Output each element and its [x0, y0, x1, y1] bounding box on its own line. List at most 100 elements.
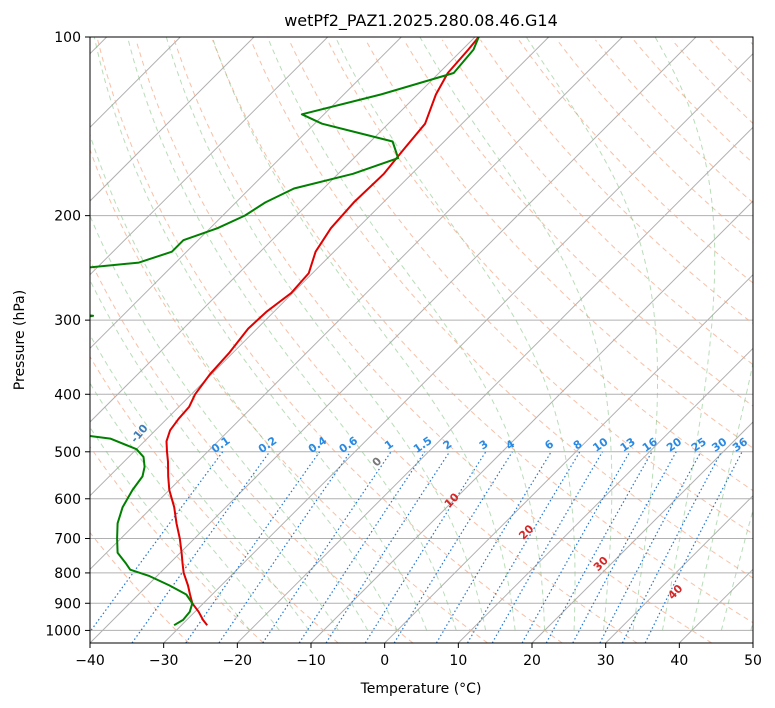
dry-adiabat-line — [90, 355, 339, 643]
moist-adiabat-line — [90, 214, 369, 631]
dry-adiabat-line — [595, 39, 753, 204]
moist-adiabat-lines — [90, 37, 753, 631]
y-tick-label: 300 — [54, 313, 81, 329]
y-axis-title: Pressure (hPa) — [12, 290, 28, 390]
y-tick-label: 1000 — [45, 623, 81, 639]
moist-adiabat-line — [165, 37, 487, 631]
pressure-grid — [90, 37, 753, 631]
y-tick-label: 100 — [54, 30, 81, 46]
x-tick-label: 40 — [670, 653, 688, 669]
mixing-ratio-label: 3 — [477, 437, 491, 452]
isotherm-line — [90, 37, 329, 276]
mixing-ratio-line — [325, 451, 451, 643]
x-tick-label: 0 — [380, 653, 389, 669]
mixing-ratio-line — [466, 451, 581, 643]
isotherm-line — [384, 273, 753, 643]
dry-adiabat-line — [90, 445, 264, 643]
dry-adiabat-line — [326, 39, 753, 492]
y-tick-label: 200 — [54, 209, 81, 225]
dry-adiabat-line — [212, 39, 753, 624]
moist-adiabat-line — [750, 620, 753, 631]
dry-adiabat-label: -10 — [128, 422, 151, 446]
moist-adiabat-line — [525, 37, 658, 631]
mixing-ratio-line — [298, 451, 426, 643]
dry-adiabat-line — [709, 39, 753, 85]
isotherm-line — [90, 37, 623, 571]
mixing-ratio-label: 0.1 — [209, 434, 232, 456]
moist-adiabat-line — [334, 37, 576, 631]
dry-adiabat-line — [748, 39, 753, 46]
moist-adiabat-line — [90, 426, 251, 631]
mixing-ratio-line — [435, 451, 552, 643]
isotherm-lines — [90, 37, 753, 643]
dry-adiabat-line — [97, 39, 563, 643]
moist-adiabat-line — [654, 37, 716, 631]
mixing-ratio-label: 0.2 — [256, 434, 279, 456]
moist-adiabat-line — [93, 37, 428, 631]
x-tick-label: −40 — [75, 653, 105, 669]
isotherm-line — [605, 494, 753, 643]
dry-adiabat-line — [365, 39, 753, 449]
moist-adiabat-line — [691, 361, 753, 631]
y-tick-label: 800 — [54, 566, 81, 582]
temperature-profile-line — [165, 37, 480, 626]
moist-adiabat-line — [90, 133, 398, 631]
isotherm-line — [163, 52, 753, 643]
mixing-ratio-line — [572, 451, 677, 643]
mixing-ratio-line — [131, 451, 271, 643]
y-tick-label: 600 — [54, 492, 81, 508]
isotherm-line — [90, 37, 550, 497]
mixing-ratio-line — [262, 451, 392, 643]
moist-adiabat-line — [267, 37, 546, 631]
x-tick-label: 50 — [744, 653, 762, 669]
isotherm-line — [678, 568, 753, 643]
y-axis: 100 200 300 400 500 600 700 800 900 1000 — [45, 30, 90, 639]
moist-adiabat-line — [720, 508, 753, 631]
dry-adiabat-line — [480, 39, 753, 325]
dry-adiabat-line — [633, 39, 753, 164]
isotherm-line — [310, 200, 753, 643]
mixing-ratio-line — [545, 451, 653, 643]
isotherm-line — [236, 126, 753, 643]
mixing-ratio-line — [90, 451, 224, 633]
x-axis: −40 −30 −20 −10 0 10 20 30 40 50 — [75, 643, 762, 669]
moist-adiabat-label: 30 — [591, 554, 611, 574]
mixing-ratio-label: 2 — [441, 437, 455, 452]
plot-frame — [89, 36, 754, 644]
isotherm-line — [90, 37, 476, 423]
x-tick-label: 30 — [597, 653, 615, 669]
mixing-ratio-label: 0.6 — [337, 434, 361, 456]
dry-adiabat-line — [556, 39, 753, 244]
isotherm-line — [90, 37, 697, 643]
dry-adiabat-line — [135, 39, 638, 643]
dry-adiabat-line — [518, 39, 753, 284]
x-axis-title: Temperature (°C) — [360, 681, 482, 697]
y-tick-label: 900 — [54, 596, 81, 612]
moist-adiabat-line — [211, 37, 516, 631]
moist-adiabat-line — [419, 37, 613, 631]
isotherm-line — [531, 421, 753, 643]
dry-adiabat-line — [90, 531, 190, 643]
dry-adiabat-line — [403, 39, 753, 407]
dry-adiabat-lines — [90, 39, 753, 643]
mixing-ratio-label: 6 — [542, 437, 556, 452]
profile-series — [90, 37, 480, 627]
moist-adiabat-line — [90, 333, 310, 631]
x-tick-label: 20 — [523, 653, 541, 669]
dry-adiabat-line — [173, 39, 712, 643]
mixing-ratio-label: 1.5 — [411, 434, 434, 456]
moist-adiabat-line — [127, 37, 457, 631]
isotherm-line — [90, 37, 255, 202]
moist-adiabat-label: 20 — [516, 522, 536, 542]
mixing-ratio-line — [364, 451, 487, 643]
dry-adiabat-line — [90, 258, 414, 643]
dry-adiabat-line — [441, 39, 753, 366]
mixing-ratio-line — [521, 451, 631, 643]
dry-adiabat-line — [288, 39, 753, 535]
dry-adiabat-line — [250, 39, 753, 579]
y-tick-label: 400 — [54, 387, 81, 403]
mixing-ratio-line — [644, 451, 743, 643]
dewpoint-profile-line — [90, 37, 480, 627]
mixing-ratio-line — [218, 451, 351, 643]
